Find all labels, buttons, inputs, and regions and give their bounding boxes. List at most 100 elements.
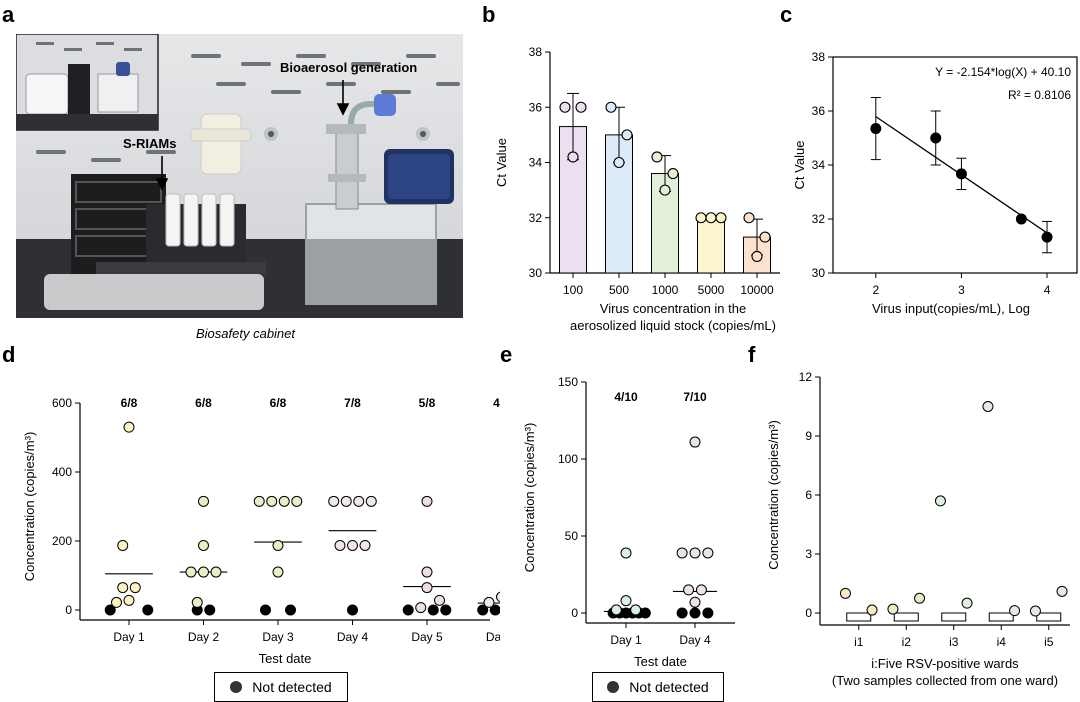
y-tick-label: 32 [529, 211, 543, 225]
y-tick-label: 30 [529, 266, 543, 280]
data-point [567, 151, 579, 163]
x-axis-label: (Two samples collected from one ward) [832, 673, 1058, 688]
y-tick-label: 3 [805, 547, 812, 561]
ward-box [1036, 612, 1062, 622]
y-tick-label: 100 [558, 452, 578, 466]
data-point [982, 401, 994, 412]
data-point [689, 596, 701, 608]
chart-f: 0 3 6 9 12 i1 i2 i3 i4 i5 Concentration (copies/m³… [766, 370, 1070, 688]
detection-ratio: 5/8 [419, 396, 436, 410]
data-point [483, 596, 495, 608]
photo-caption: Biosafety cabinet [196, 326, 296, 341]
data-point [272, 539, 284, 551]
not-detected-point [477, 604, 489, 616]
y-tick-label: 38 [529, 45, 543, 59]
data-point [359, 539, 371, 551]
data-point [683, 584, 695, 596]
y-axis-label: Concentration (copies/m³) [522, 423, 537, 573]
data-point [887, 603, 899, 615]
data-point [110, 596, 122, 608]
data-point [272, 566, 284, 578]
legend-not-detected-icon [230, 681, 243, 693]
x-tick-label: i3 [949, 635, 959, 649]
legend-d-label: Not detected [252, 679, 332, 695]
y-axis-label: Concentration (copies/m³) [766, 420, 781, 570]
data-point [702, 547, 714, 559]
x-axis-label: Virus concentration in the [600, 301, 746, 316]
chart-b: 30 32 34 36 38 100 500 1000 5000 10000 Ct Value Vir… [494, 45, 780, 333]
y-tick-label: 6 [805, 488, 812, 502]
not-detected-point [402, 604, 414, 616]
panel-letter-c: c [780, 2, 793, 27]
label-s-riams: S-RIAMs [123, 136, 177, 151]
not-detected-point [204, 604, 216, 616]
chart-e: 0 50 100 150 Day 1 4/10 Day 4 7/10 Concentration… [522, 375, 735, 669]
y-tick-label: 30 [812, 266, 826, 280]
data-point [291, 495, 303, 507]
data-point [198, 539, 209, 551]
data-point [1029, 605, 1041, 617]
ward-box [846, 612, 872, 622]
bar [697, 217, 725, 274]
r-squared: R² = 0.8106 [1008, 88, 1071, 102]
data-point [334, 539, 346, 551]
panel-letter-a: a [2, 2, 15, 27]
data-point [123, 594, 135, 606]
y-tick-label: 34 [529, 156, 543, 170]
chart-d: 0 200 400 600 Day 1 6/8 Day 2 6/8 Day 3 6/8 Day 4 7… [22, 396, 500, 666]
ward-box [941, 612, 967, 622]
data-point [689, 547, 701, 559]
not-detected-point [285, 604, 297, 616]
x-tick-label: 1000 [652, 283, 679, 297]
x-tick-label: Day 1 [610, 633, 642, 647]
not-detected-point [347, 604, 358, 616]
y-tick-label: 12 [799, 370, 813, 384]
panel-letter-b: b [482, 2, 496, 27]
data-point [559, 101, 571, 113]
data-point [705, 212, 717, 224]
y-axis-label: Ct Value [792, 141, 807, 190]
x-tick-label: Day 5 [411, 630, 443, 644]
data-point [123, 421, 135, 433]
x-tick-label: 3 [958, 283, 965, 297]
panel-letter-d: d [2, 342, 16, 367]
x-tick-label: 100 [563, 283, 583, 297]
y-tick-label: 200 [52, 534, 72, 548]
data-point [434, 594, 446, 606]
data-point [496, 591, 500, 603]
data-point [328, 495, 340, 507]
y-tick-label: 38 [812, 50, 826, 64]
y-tick-label: 9 [805, 429, 812, 443]
not-detected-point [427, 604, 439, 616]
data-point [961, 597, 973, 609]
data-point [278, 495, 290, 507]
not-detected-point [702, 607, 714, 619]
regression-equation: Y = -2.154*log(X) + 40.10 [935, 65, 1071, 79]
x-tick-label: i4 [997, 635, 1007, 649]
data-point [198, 495, 209, 507]
not-detected-point [104, 604, 116, 616]
legend-d: Not detected [214, 672, 348, 702]
data-point [651, 151, 663, 163]
data-point [751, 250, 763, 262]
data-point [575, 101, 587, 113]
not-detected-point [689, 607, 701, 619]
data-point [695, 584, 707, 596]
data-point [605, 101, 617, 113]
x-tick-label: Day 2 [188, 630, 220, 644]
detection-ratio: 6/8 [270, 396, 287, 410]
data-point [1041, 231, 1053, 243]
y-axis-label: Concentration (copies/m³) [22, 432, 37, 582]
x-axis-label: i:Five RSV-positive wards [871, 656, 1019, 671]
not-detected-point [440, 604, 452, 616]
y-tick-label: 0 [571, 606, 578, 620]
data-point [415, 602, 427, 614]
y-tick-label: 600 [52, 396, 72, 410]
x-tick-label: Day 4 [679, 633, 711, 647]
data-point [610, 604, 622, 616]
data-point [695, 212, 707, 224]
data-point [613, 156, 625, 169]
data-point [340, 495, 352, 507]
data-point [198, 566, 209, 578]
